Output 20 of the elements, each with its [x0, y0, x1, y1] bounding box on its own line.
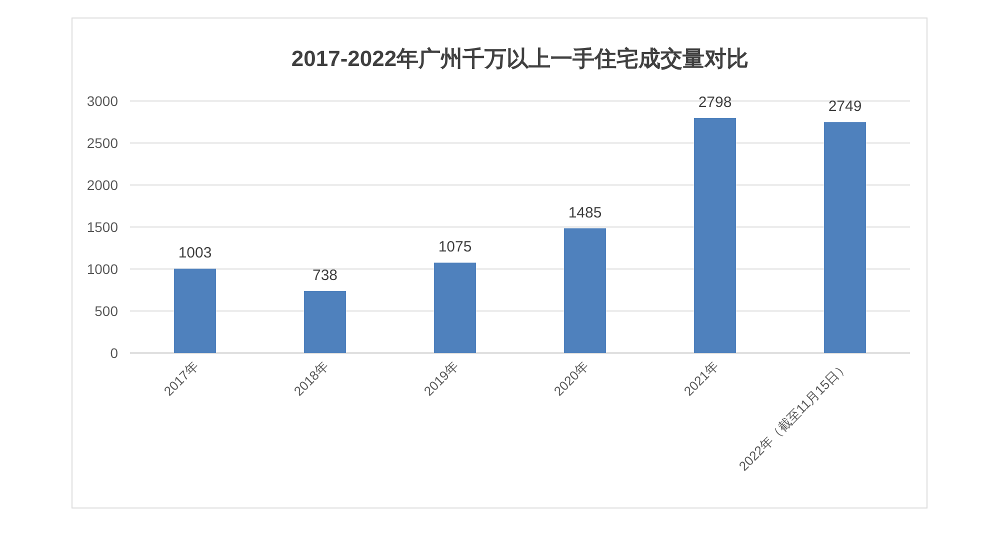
chart-title: 2017-2022年广州千万以上一手住宅成交量对比	[291, 46, 749, 71]
data-label: 2798	[698, 94, 732, 111]
data-label: 738	[312, 267, 338, 284]
y-tick-label: 1500	[86, 219, 118, 235]
y-tick-label: 2500	[86, 135, 118, 151]
data-label: 1485	[568, 204, 602, 222]
data-label: 1075	[438, 238, 472, 256]
y-tick-label: 0	[110, 345, 118, 361]
bar	[434, 262, 476, 353]
y-tick-label: 500	[94, 303, 118, 319]
y-tick-label: 2000	[86, 177, 118, 193]
y-tick-label: 3000	[86, 93, 118, 109]
bar	[304, 291, 346, 353]
y-tick-label: 1000	[86, 261, 118, 277]
bar	[564, 228, 606, 353]
data-label: 2749	[828, 98, 862, 116]
bar	[824, 122, 866, 353]
data-label: 1003	[178, 244, 212, 262]
bar	[694, 118, 736, 353]
bar	[174, 268, 216, 353]
